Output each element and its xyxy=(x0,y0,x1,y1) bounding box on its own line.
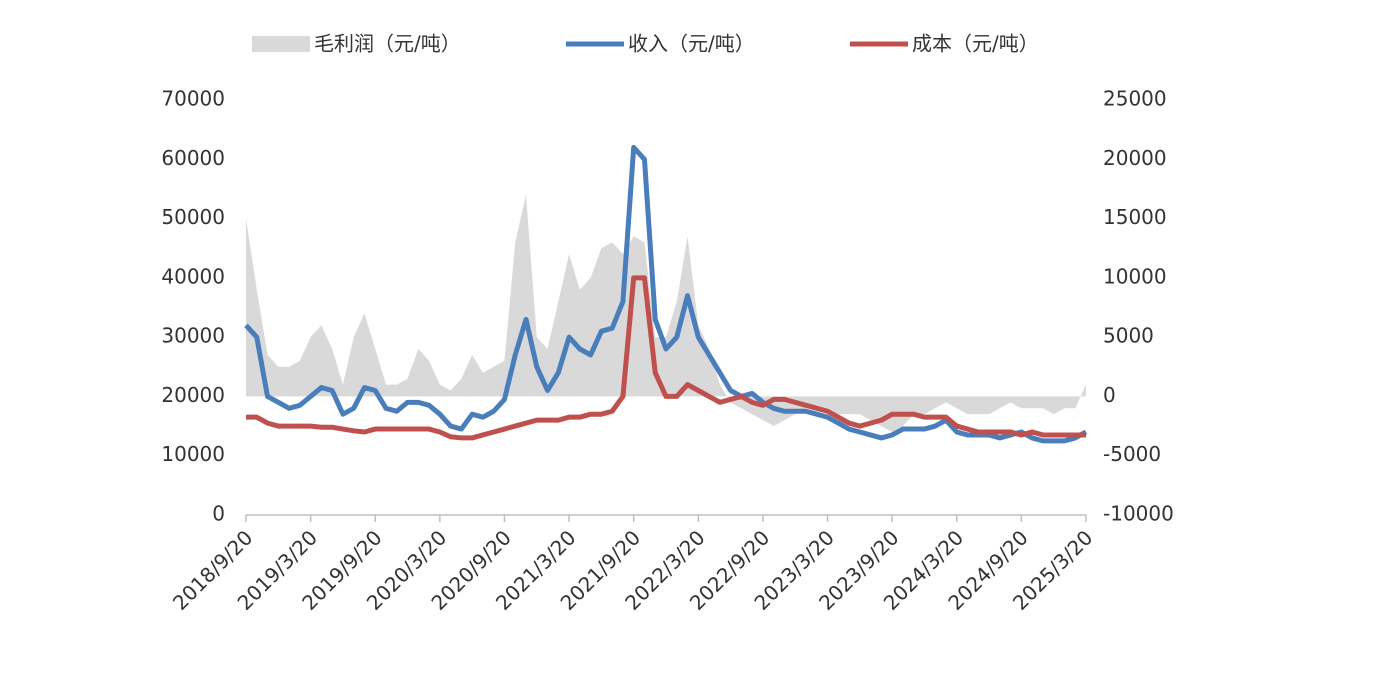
y-tick-label: 30000 xyxy=(161,324,225,348)
line xyxy=(246,275,1086,441)
y-tick-label: 20000 xyxy=(161,383,225,407)
legend-label: 成本（元/吨） xyxy=(912,32,1039,56)
y2-tick-label: 10000 xyxy=(1103,264,1167,288)
y2-tick-label: 15000 xyxy=(1103,205,1167,229)
y-tick-label: 0 xyxy=(212,502,225,526)
y-tick-label: 40000 xyxy=(161,264,225,288)
legend-swatch xyxy=(252,36,310,52)
y2-tick-label: 0 xyxy=(1103,383,1116,407)
y-tick-label: 60000 xyxy=(161,146,225,170)
area xyxy=(246,194,1086,432)
y2-tick-label: -5000 xyxy=(1103,442,1161,466)
y2-tick-label: 25000 xyxy=(1103,87,1167,111)
y2-tick-label: 20000 xyxy=(1103,146,1167,170)
legend-label: 收入（元/吨） xyxy=(628,32,755,56)
y-tick-label: 50000 xyxy=(161,205,225,229)
legend-label: 毛利润（元/吨） xyxy=(314,32,461,56)
y-tick-label: 10000 xyxy=(161,442,225,466)
y2-tick-label: -10000 xyxy=(1103,502,1174,526)
y2-tick-label: 5000 xyxy=(1103,324,1154,348)
y-tick-label: 70000 xyxy=(161,87,225,111)
